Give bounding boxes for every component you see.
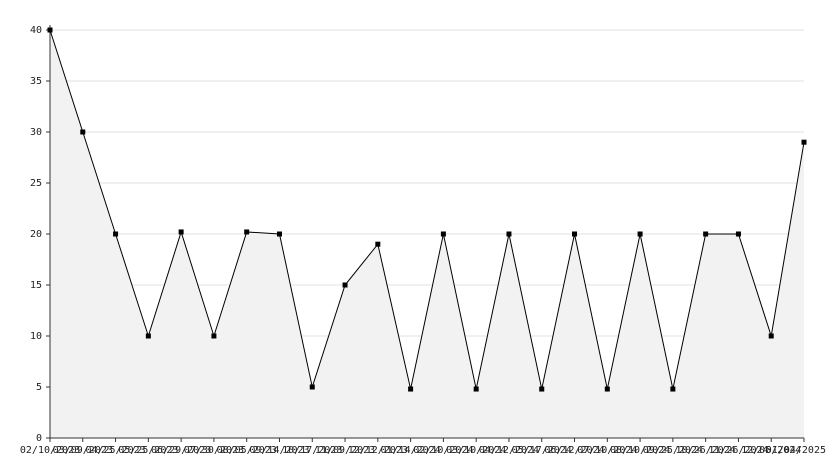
y-tick-label: 0 (36, 433, 42, 444)
y-tick-label: 30 (30, 127, 42, 138)
marker (801, 139, 807, 145)
x-tick-label: 04/25/2023 (85, 445, 145, 456)
y-tick-label: 10 (30, 331, 42, 342)
x-tick-label: 10/17/2023 (282, 445, 342, 456)
marker (539, 386, 545, 392)
marker (375, 241, 381, 247)
y-tick-label: 35 (30, 76, 42, 87)
marker (506, 231, 512, 237)
x-tick-label: 08/05/2023 (217, 445, 277, 456)
marker (244, 229, 250, 235)
x-tick-label: 11/09/2023 (315, 445, 375, 456)
x-tick-label: 04/12/2024 (479, 445, 539, 456)
marker (473, 386, 479, 392)
x-tick-label: 01/04/2025 (766, 445, 826, 456)
x-tick-label: 09/14/2023 (249, 445, 309, 456)
marker (80, 129, 86, 135)
x-tick-label: 10/26/2024 (676, 445, 736, 456)
area (50, 30, 804, 438)
x-tick-label: 06/29/2023 (151, 445, 211, 456)
marker (440, 231, 446, 237)
x-tick-label: 03/10/2024 (446, 445, 506, 456)
marker (703, 231, 709, 237)
x-tick-label: 11/26/2024 (708, 445, 768, 456)
x-tick-label: 01/14/2024 (380, 445, 440, 456)
y-tick-label: 15 (30, 280, 42, 291)
y-tick-label: 40 (30, 25, 42, 36)
x-tick-label: 12/12/2023 (348, 445, 408, 456)
marker (113, 231, 119, 237)
x-tick-label: 09/25/2024 (643, 445, 703, 456)
marker (309, 384, 315, 390)
marker (604, 386, 610, 392)
marker (178, 229, 184, 235)
marker (47, 27, 53, 33)
x-tick-label: 07/30/2023 (184, 445, 244, 456)
x-tick-label: 02/10/2024 (413, 445, 473, 456)
marker (276, 231, 282, 237)
marker (211, 333, 217, 339)
marker (342, 282, 348, 288)
x-tick-label: 05/17/2024 (512, 445, 572, 456)
x-tick-label: 07/10/2024 (577, 445, 637, 456)
marker (768, 333, 774, 339)
x-tick-label: 02/10/2023 (20, 445, 80, 456)
marker (408, 386, 414, 392)
line (49, 29, 805, 390)
marker (637, 231, 643, 237)
marker (145, 333, 151, 339)
x-tick-label: 03/09/2023 (53, 445, 113, 456)
x-tick-label: 12/06/2024 (741, 445, 801, 456)
marker (572, 231, 578, 237)
y-tick-label: 25 (30, 178, 42, 189)
y-tick-label: 5 (36, 382, 42, 393)
marker (670, 386, 676, 392)
x-tick-label: 08/10/2024 (610, 445, 670, 456)
x-tick-label: 05/25/2023 (118, 445, 178, 456)
y-tick-label: 20 (30, 229, 42, 240)
x-tick-label: 06/12/2024 (544, 445, 604, 456)
marker (735, 231, 741, 237)
